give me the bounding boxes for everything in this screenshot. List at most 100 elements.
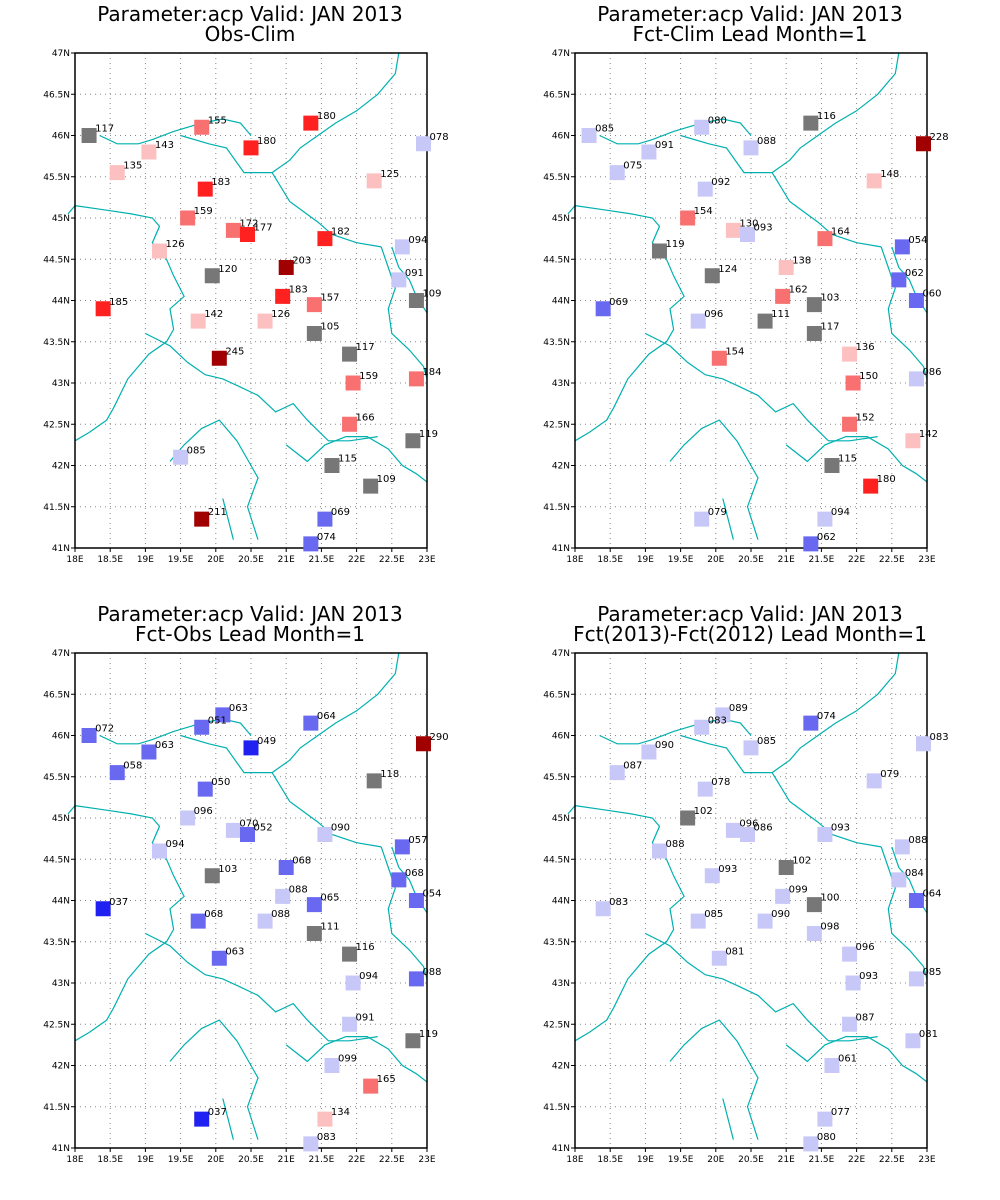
x-tick-label: 18.5E xyxy=(97,1155,123,1165)
station-value-label: 089 xyxy=(729,703,748,714)
border-line xyxy=(669,1019,759,1140)
station-marker xyxy=(306,297,322,313)
station-value-label: 183 xyxy=(289,284,308,295)
station-marker xyxy=(824,1058,840,1073)
station-marker xyxy=(694,719,710,735)
station-marker xyxy=(151,843,167,859)
x-tick-label: 20E xyxy=(707,555,724,565)
station-marker xyxy=(303,536,319,552)
station-value-label: 088 xyxy=(908,835,927,846)
y-tick-label: 41.5N xyxy=(43,1103,70,1113)
station-value-label: 064 xyxy=(317,711,336,722)
x-tick-label: 19.5E xyxy=(168,1155,194,1165)
x-tick-label: 18.5E xyxy=(597,1155,623,1165)
station-value-label: 085 xyxy=(595,124,614,135)
station-marker xyxy=(915,136,931,152)
station-marker xyxy=(778,260,794,275)
station-value-label: 090 xyxy=(771,909,790,920)
station-value-label: 052 xyxy=(253,823,272,834)
x-tick-label: 21E xyxy=(778,555,795,565)
station-marker xyxy=(394,839,410,855)
station-marker xyxy=(641,144,657,160)
map-panel-fct-obs: Parameter:acp Valid: JAN 2013 Fct-Obs Le… xyxy=(0,600,500,1200)
station-marker xyxy=(757,313,773,329)
y-tick-label: 43.5N xyxy=(543,338,570,348)
station-value-label: 125 xyxy=(380,169,399,180)
station-value-label: 072 xyxy=(95,724,114,735)
panel-subtitle: Fct-Obs Lead Month=1 xyxy=(135,622,365,646)
station-value-label: 102 xyxy=(792,856,811,867)
station-value-label: 069 xyxy=(331,507,350,518)
station-value-label: 083 xyxy=(317,1132,336,1143)
station-marker xyxy=(278,860,294,875)
station-value-label: 078 xyxy=(429,132,448,143)
station-marker xyxy=(141,144,157,160)
border-line xyxy=(67,805,76,815)
station-value-label: 177 xyxy=(253,223,272,234)
station-value-label: 074 xyxy=(317,532,336,543)
station-marker xyxy=(908,293,924,308)
station-value-label: 094 xyxy=(165,839,184,850)
station-marker xyxy=(405,433,421,449)
station-marker xyxy=(363,1078,379,1094)
border-line xyxy=(567,805,576,815)
station-marker xyxy=(190,313,206,329)
station-marker xyxy=(408,893,424,908)
station-value-label: 152 xyxy=(856,412,875,423)
y-tick-label: 45.5N xyxy=(43,173,70,183)
border-line xyxy=(567,205,576,215)
border-line xyxy=(285,1036,428,1083)
border-line xyxy=(574,805,685,1042)
x-tick-label: 19E xyxy=(137,555,154,565)
station-value-label: 159 xyxy=(359,371,378,382)
station-value-label: 081 xyxy=(725,946,744,957)
station-value-label: 060 xyxy=(922,289,941,300)
station-marker xyxy=(243,140,259,156)
station-marker xyxy=(894,839,910,855)
border-line xyxy=(785,1036,928,1083)
station-marker xyxy=(817,1111,833,1127)
station-value-label: 062 xyxy=(817,532,836,543)
panel-title: Parameter:acp Valid: JAN 2013 xyxy=(97,602,403,626)
station-value-label: 245 xyxy=(225,346,244,357)
y-tick-label: 44.5N xyxy=(543,855,570,865)
station-marker xyxy=(775,288,791,304)
station-value-label: 088 xyxy=(665,839,684,850)
station-marker xyxy=(342,1016,358,1032)
y-tick-label: 42N xyxy=(52,462,70,472)
station-value-label: 143 xyxy=(155,140,174,151)
station-value-label: 058 xyxy=(123,761,142,772)
station-marker xyxy=(817,511,833,527)
border-line xyxy=(645,932,878,1042)
station-marker xyxy=(109,765,125,781)
station-marker xyxy=(95,301,111,317)
border-line xyxy=(599,118,752,145)
border-line xyxy=(271,172,382,248)
border-line xyxy=(145,332,378,442)
station-marker xyxy=(408,971,424,987)
station-value-label: 083 xyxy=(929,732,948,743)
station-marker xyxy=(725,222,741,238)
station-marker xyxy=(908,893,924,908)
station-marker xyxy=(173,449,189,465)
station-value-label: 109 xyxy=(377,474,396,485)
station-marker xyxy=(366,773,382,789)
y-tick-label: 41N xyxy=(52,1144,70,1154)
station-marker xyxy=(342,346,358,362)
station-value-label: 093 xyxy=(859,971,878,982)
x-tick-label: 23E xyxy=(418,1155,435,1165)
station-marker xyxy=(391,872,407,888)
station-marker xyxy=(609,165,625,181)
y-tick-label: 46N xyxy=(52,132,70,142)
station-value-label: 183 xyxy=(211,177,230,188)
station-marker xyxy=(215,707,231,723)
station-value-label: 126 xyxy=(271,309,290,320)
station-value-label: 091 xyxy=(655,140,674,151)
station-value-label: 111 xyxy=(771,309,790,320)
station-marker xyxy=(725,822,741,838)
y-tick-label: 41N xyxy=(552,544,570,554)
y-tick-label: 47N xyxy=(552,649,570,659)
station-value-label: 117 xyxy=(95,124,114,135)
y-tick-label: 46.5N xyxy=(543,690,570,700)
station-marker xyxy=(891,272,907,288)
